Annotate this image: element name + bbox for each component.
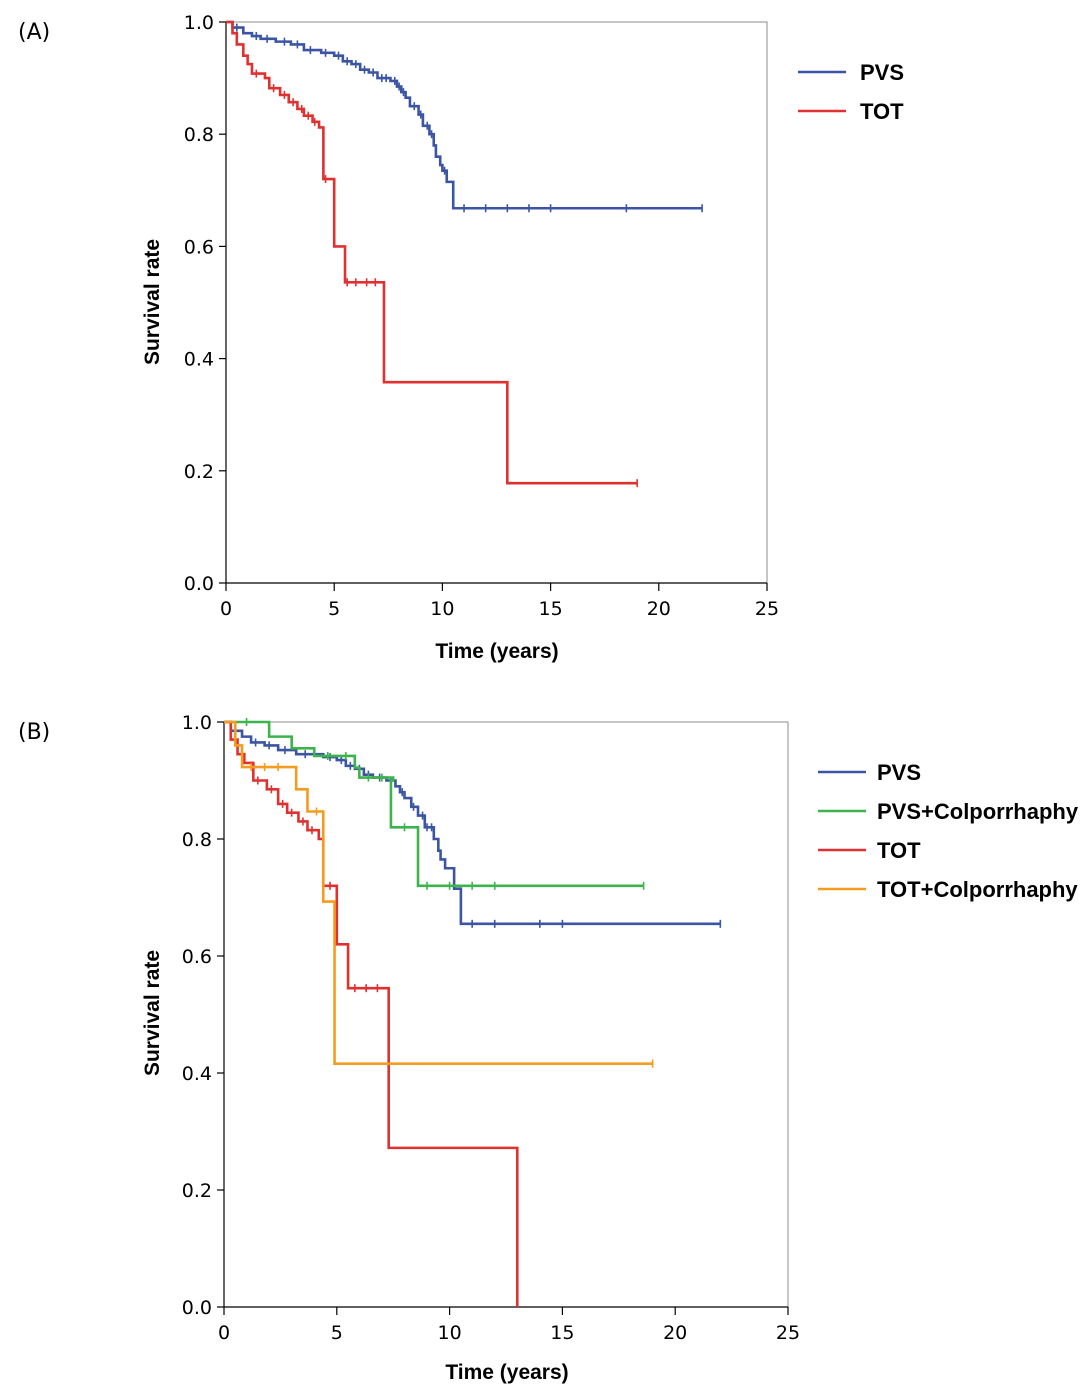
x-tick-label: 20: [663, 1322, 687, 1344]
x-tick-label: 0: [218, 1322, 230, 1344]
y-tick-label: 1.0: [184, 12, 214, 34]
panel-b-label: (B): [18, 720, 50, 745]
legend-label-pvs: PVS: [877, 760, 921, 785]
y-tick-label: 1.0: [182, 712, 212, 734]
panel-a-chart: (A) 0 5 10 15 20 25 0.0 0.2 0.4 0.6 0.8 1.0 Time (y…: [18, 12, 904, 663]
y-tick-label: 0.0: [182, 1297, 212, 1319]
legend-label-tot: TOT: [877, 838, 921, 863]
x-tick-label: 5: [328, 598, 340, 620]
x-tick-label: 20: [647, 598, 671, 620]
panel-b-legend: PVS PVS+Colporrhaphy TOT TOT+Colporrhaph…: [818, 760, 1079, 902]
y-tick-label: 0.8: [182, 829, 212, 851]
legend-label-tot: TOT: [860, 99, 904, 124]
panel-a-legend: PVS TOT: [798, 60, 904, 124]
series-line-tot: [224, 720, 519, 1307]
x-tick-label: 25: [776, 1322, 800, 1344]
y-tick-label: 0.4: [182, 1063, 212, 1085]
y-tick-label: 0.2: [182, 1180, 212, 1202]
panel-b-x-axis-title: Time (years): [445, 1361, 568, 1384]
panel-b-y-axis-title: Survival rate: [141, 950, 164, 1076]
y-tick-label: 0.8: [184, 124, 214, 146]
series-line-pvs: [224, 720, 721, 926]
x-tick-label: 5: [331, 1322, 343, 1344]
panel-b-chart: (B) 0 5 10 15 20 25 0.0 0.2 0.4 0.6 0.8 1.0 Time (y…: [18, 712, 1079, 1384]
series-line-tot: [226, 20, 638, 485]
series-line-pvs-colporrhaphy: [224, 720, 644, 888]
series-line-pvs: [226, 20, 703, 210]
panel-a-ticks: 0 5 10 15 20 25 0.0 0.2 0.4 0.6 0.8 1.0: [184, 12, 779, 620]
legend-label-pvs-colporrhaphy: PVS+Colporrhaphy: [877, 799, 1079, 824]
x-tick-label: 15: [550, 1322, 574, 1344]
panel-a-series-lines: [226, 20, 703, 488]
panel-b-series-lines: [224, 718, 722, 1307]
y-tick-label: 0.6: [184, 236, 214, 258]
panel-b-ticks: 0 5 10 15 20 25 0.0 0.2 0.4 0.6 0.8 1.0: [182, 712, 800, 1344]
legend-label-tot-colporrhaphy: TOT+Colporrhaphy: [877, 877, 1078, 902]
legend-label-pvs: PVS: [860, 60, 904, 85]
x-tick-label: 0: [220, 598, 232, 620]
series-line-tot-colporrhaphy: [224, 720, 653, 1065]
panel-a-y-axis-title: Survival rate: [141, 239, 164, 365]
y-tick-label: 0.2: [184, 461, 214, 483]
x-tick-label: 10: [430, 598, 454, 620]
y-tick-label: 0.4: [184, 349, 214, 371]
panel-a-plot-frame: [225, 21, 768, 584]
x-tick-label: 15: [539, 598, 563, 620]
panel-a-label: (A): [18, 20, 50, 45]
x-tick-label: 10: [438, 1322, 462, 1344]
x-tick-label: 25: [755, 598, 779, 620]
y-tick-label: 0.6: [182, 946, 212, 968]
y-tick-label: 0.0: [184, 573, 214, 595]
panel-a-x-axis-title: Time (years): [435, 640, 558, 663]
